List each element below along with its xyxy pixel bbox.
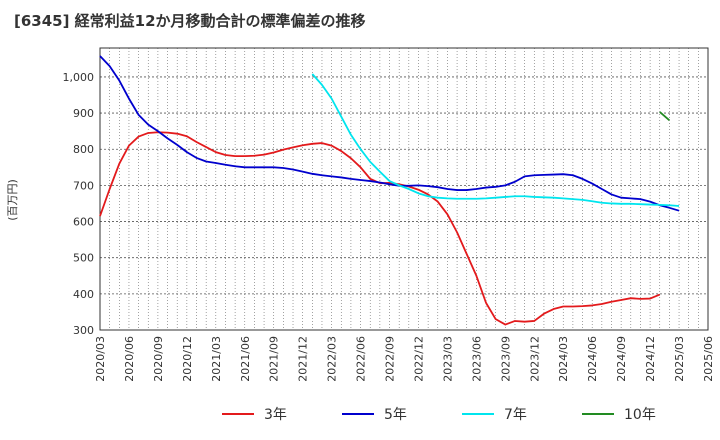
plot-area-frame (99, 47, 709, 331)
series-line-10年 (659, 111, 670, 121)
series-lines (99, 55, 680, 326)
series-line-7年 (311, 73, 680, 207)
x-tick-label: 2020/03 (94, 336, 107, 382)
x-tick-label: 2020/06 (123, 336, 136, 382)
x-tick-label: 2023/06 (470, 336, 483, 382)
x-tick-label: 2022/09 (384, 336, 397, 382)
x-tick-label: 2025/03 (673, 336, 686, 382)
y-tick-label: 700 (73, 179, 94, 192)
y-tick-label: 800 (73, 143, 94, 156)
y-tick-label: 300 (73, 324, 94, 337)
x-tick-label: 2023/09 (499, 336, 512, 382)
y-tick-label: 600 (73, 216, 94, 229)
x-tick-label: 2023/03 (441, 336, 454, 382)
x-tick-label: 2022/12 (412, 336, 425, 382)
x-tick-label: 2024/09 (615, 336, 628, 382)
legend-label: 3年 (264, 407, 287, 423)
x-tick-label: 2022/03 (326, 336, 339, 382)
x-tick-label: 2021/09 (268, 336, 281, 382)
x-tick-label: 2020/12 (181, 336, 194, 382)
x-tick-label: 2024/06 (586, 336, 599, 382)
series-line-5年 (99, 55, 680, 212)
x-axis-ticks: 2020/03 2020/06 2020/09 2020/12 2021/03 2021/… (94, 336, 715, 382)
y-tick-label: 500 (73, 252, 94, 265)
y-axis-label: (百万円) (6, 179, 19, 221)
legend-label: 10年 (624, 407, 656, 423)
x-tick-label: 2024/12 (644, 336, 657, 382)
x-tick-label: 2025/06 (702, 336, 715, 382)
x-tick-label: 2021/06 (239, 336, 252, 382)
legend-label: 5年 (384, 407, 407, 423)
x-tick-label: 2020/09 (152, 336, 165, 382)
gridlines (99, 48, 709, 331)
y-axis-ticks: 300 400 500 600 700 800 900 1,000 (63, 71, 95, 337)
x-tick-label: 2023/12 (528, 336, 541, 382)
x-tick-label: 2021/12 (297, 336, 310, 382)
y-tick-label: 900 (73, 107, 94, 120)
y-tick-label: 1,000 (63, 71, 95, 84)
x-tick-label: 2022/06 (355, 336, 368, 382)
legend-label: 7年 (504, 407, 527, 423)
chart-title: [6345] 経常利益12か月移動合計の標準偏差の推移 (14, 12, 366, 30)
x-tick-label: 2021/03 (210, 336, 223, 382)
x-tick-label: 2024/03 (557, 336, 570, 382)
legend: 3年 5年 7年 10年 (222, 407, 656, 423)
y-tick-label: 400 (73, 288, 94, 301)
